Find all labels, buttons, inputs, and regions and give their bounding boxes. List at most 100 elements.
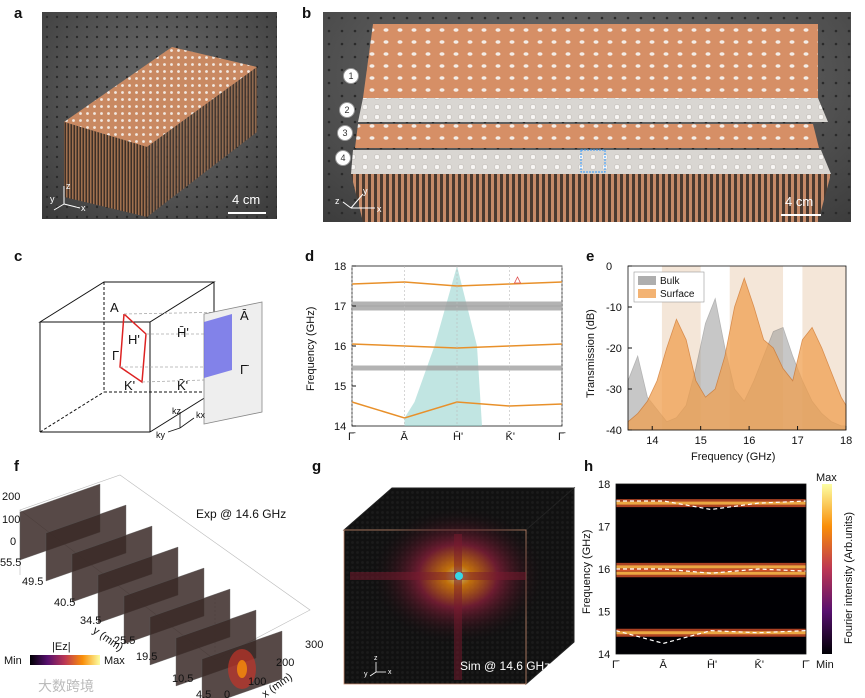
xtick-label-d-3: K̄' [506,430,515,443]
panel-b-label: b [302,5,312,22]
ytick-label-h-2: 16 [598,564,610,576]
point-Gamma-bar: Γ̄ [240,362,249,377]
legend-swatch-0 [638,276,656,285]
layer-badge-3: 3 [337,125,353,141]
xtick-label-d-0: Γ̄ [348,431,356,443]
ytick-label-h-0: 14 [598,649,610,661]
xtick-label-e-1: 15 [695,435,707,447]
y-tick-0: 55.5 [0,557,21,569]
scale-label-b: 4 cm [785,194,814,209]
band-structure-chart: 14 15 16 17 18 Γ̄ Ā H̄' K̄' Γ̄ Frequency (GHz) [305,261,566,443]
watermark: 大数跨境 [38,678,94,694]
panel-a-label: a [14,5,23,22]
axis-z-b: z [335,196,340,206]
xtick-label-e-3: 17 [792,435,804,447]
xtick-label-h-2: H̄' [707,658,717,671]
layer-badge-1: 1 [343,68,359,84]
plot-frame-h [615,483,807,655]
point-H-bar: H̄' [177,325,189,340]
colorbar-f [30,655,100,665]
panel-a-drawing [42,12,277,219]
xtick-label-e-2: 16 [743,435,755,447]
x-tick-200: 200 [276,657,294,669]
transmission-chart: 14 15 16 17 18 0 -10 -20 -30 -40 Frequency (GHz) Tr… [585,261,852,463]
axis-x-a: x [81,203,86,213]
xtick-label-d-4: Γ̄ [558,431,566,443]
dashed-curve-0 [616,500,807,511]
xtick-label-e-4: 18 [840,435,852,447]
panel-a-photo: 4 cm z x y [42,12,277,219]
panel-e-label: e [586,248,595,265]
ytick-label-e-4: -40 [606,425,622,437]
ytick-label-e-0: 0 [606,261,612,273]
x-tick-0: 0 [224,689,230,698]
x-tick-300: 300 [305,639,323,651]
point-A: A [110,300,119,315]
panel-c-label: c [14,248,23,265]
x-tick-100: 100 [248,676,266,688]
axis-z-a: z [66,181,71,191]
dashed-curve-2 [615,630,807,644]
exp-annotation: Exp @ 14.6 GHz [196,507,286,521]
heat-band-core-2 [616,571,806,575]
y-tick-7: 4.5 [196,689,211,698]
xtick-label-d-1: Ā [401,431,409,443]
colorbar-h [822,484,832,654]
z-tick-100: 100 [2,514,20,526]
point-K-bar: K̄' [177,378,188,393]
xtick-label-h-0: Γ̄ [612,659,620,671]
heat-band-core-3 [616,631,806,635]
y-tick-5: 19.5 [136,651,157,663]
colorbar-h-max: Max [816,472,837,484]
axis-y-b: y [363,186,368,196]
z-tick-0: 0 [10,536,16,548]
axis-ky: ky [156,430,166,440]
panel-b-drawing [323,12,851,222]
scale-bar-b [781,214,821,216]
y-tick-2: 40.5 [54,597,75,609]
xtick-label-e-0: 14 [646,435,658,447]
heat-band-core-1 [616,565,806,569]
panel-g-label: g [312,458,322,475]
axis-y-a: y [50,194,55,204]
ytick-label-d-0: 14 [334,421,346,433]
ytick-label-e-2: -20 [606,343,622,355]
scale-bar-a [228,212,266,214]
ytick-label-d-3: 17 [334,301,346,313]
xtick-label-d-2: H̄' [453,430,463,443]
y-tick-6: 10.5 [172,673,193,685]
ylabel-h: Frequency (GHz) [581,530,593,614]
legend-label-0: Bulk [660,276,680,287]
brillouin-zone-diagram: A H' Γ K' Ā H̄' Γ̄ K̄' kz kx ky [38,281,263,440]
layer-badge-4: 4 [335,150,351,166]
slice-group [19,483,283,698]
dashed-curve-1 [616,568,807,574]
heat-band-core-0 [616,501,806,505]
field-slices-3d: Exp @ 14.6 GHz 200 100 0 55.5 49.5 40.5 … [0,474,323,698]
band-marker [513,276,522,284]
y-tick-1: 49.5 [22,576,43,588]
xtick-label-h-1: Ā [660,659,668,671]
colorbar-f-min: Min [4,655,22,667]
ytick-label-e-3: -30 [606,384,622,396]
axis-x-b: x [377,204,382,214]
ytick-label-e-1: -10 [606,302,622,314]
axes-icon-b: y x z [335,186,382,214]
axes-icon-a: z x y [50,181,86,213]
ytick-label-d-2: 16 [334,341,346,353]
scale-label-a: 4 cm [232,192,261,207]
axis-x-g: x [388,669,392,676]
z-tick-200: 200 [2,491,20,503]
ytick-label-h-4: 18 [598,479,610,491]
y-tick-4: 25.5 [114,635,135,647]
xlabel-e: Frequency (GHz) [691,451,775,463]
colorbar-f-max: Max [104,655,125,667]
panel-f-label: f [14,458,19,475]
point-H: H' [128,332,140,347]
legend-swatch-1 [638,289,656,298]
point-A-bar: Ā [240,308,249,323]
simulation-render: Sim @ 14.6 GHz z x y [342,486,576,686]
colorbar-h-min: Min [816,659,834,671]
ytick-label-h-1: 15 [598,607,610,619]
ylabel-d: Frequency (GHz) [305,307,317,391]
